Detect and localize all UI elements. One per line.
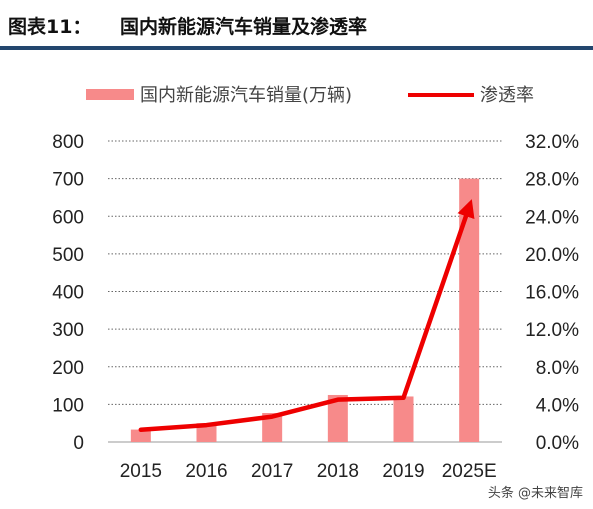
- y-left-tick-label: 700: [52, 170, 84, 191]
- legend-line-label: 渗透率: [480, 85, 534, 106]
- bar: [327, 394, 348, 442]
- x-tick-label: 2019: [382, 461, 424, 482]
- y-right-tick-label: 12.0%: [525, 320, 579, 341]
- bar-series: [130, 178, 480, 442]
- bar: [459, 178, 480, 442]
- line-point: [402, 396, 405, 400]
- legend-bar-swatch: [86, 89, 134, 100]
- y-left-tick-label: 200: [52, 358, 84, 379]
- gridlines: [108, 140, 502, 443]
- y-right-tick-label: 16.0%: [525, 283, 579, 304]
- chart-title: 国内新能源汽车销量及渗透率: [120, 16, 368, 38]
- y-right-tick-label: 8.0%: [536, 358, 579, 379]
- line-point: [336, 398, 340, 402]
- bar: [262, 413, 283, 442]
- line-point: [270, 415, 274, 419]
- watermark: 头条 @未来智库: [487, 486, 583, 501]
- y-right-tick-label: 24.0%: [525, 207, 579, 228]
- y-axis-right: 0.0% 4.0% 8.0% 12.0% 16.0% 20.0% 24.0% 28.0% 32.…: [525, 132, 579, 454]
- line-point: [139, 428, 143, 432]
- y-right-tick-label: 20.0%: [525, 245, 579, 266]
- x-tick-label: 2017: [251, 461, 293, 482]
- y-left-tick-label: 600: [52, 207, 84, 228]
- x-tick-label: 2018: [317, 461, 359, 482]
- legend-bar-label: 国内新能源汽车销量(万辆): [140, 85, 352, 106]
- y-left-tick-label: 800: [52, 132, 84, 153]
- y-right-tick-label: 32.0%: [525, 132, 579, 153]
- y-right-tick-label: 4.0%: [536, 395, 579, 416]
- header-rule: [0, 46, 593, 50]
- y-left-tick-label: 400: [52, 283, 84, 304]
- y-left-tick-label: 300: [52, 320, 84, 341]
- line-point: [205, 423, 208, 427]
- x-tick-label: 2015: [120, 461, 162, 482]
- figure-header: 图表11： 国内新能源汽车销量及渗透率: [0, 0, 593, 46]
- y-left-tick-label: 0: [73, 433, 84, 454]
- y-right-tick-label: 0.0%: [536, 433, 579, 454]
- line-point: [467, 205, 471, 209]
- bar: [393, 396, 414, 442]
- bar: [196, 423, 217, 442]
- x-tick-label: 2025E: [442, 461, 497, 482]
- line-series: [138, 199, 475, 433]
- y-right-tick-label: 28.0%: [525, 170, 579, 191]
- y-left-tick-label: 100: [52, 395, 84, 416]
- x-axis: 2015 2016 2017 2018 2019 2025E: [120, 461, 497, 482]
- bar: [130, 429, 151, 442]
- y-axis-left: 0 100 200 300 400 500 600 700 800: [52, 132, 84, 454]
- legend: 国内新能源汽车销量(万辆) 渗透率: [86, 85, 534, 106]
- penetration-line: [138, 199, 475, 433]
- figure-label: 图表11：: [8, 16, 92, 38]
- y-left-tick-label: 500: [52, 245, 84, 266]
- x-tick-label: 2016: [185, 461, 227, 482]
